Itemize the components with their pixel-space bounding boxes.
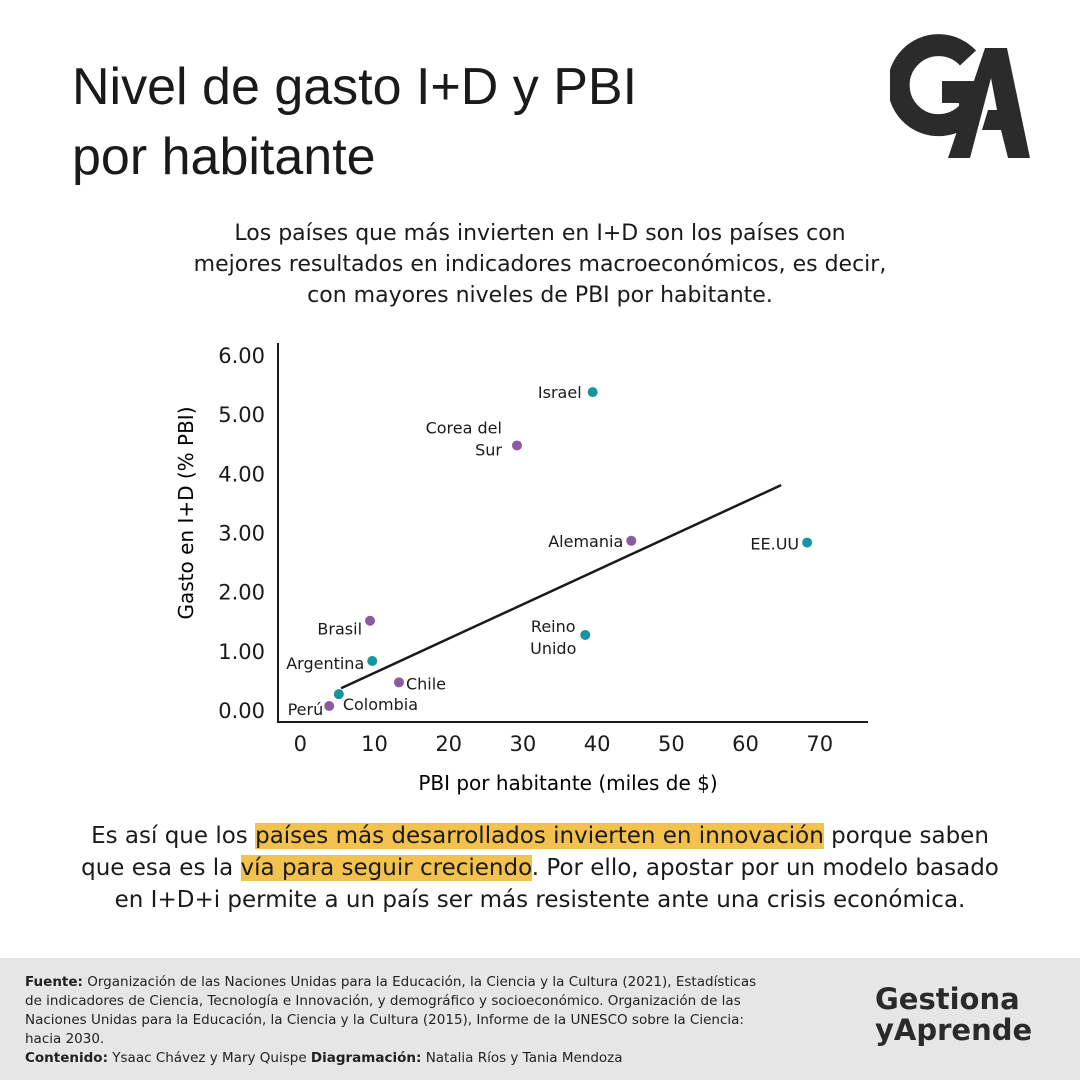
subtitle-line: mejores resultados en indicadores macroe… [193,252,887,277]
point-label: Israel [538,383,582,402]
conclusion-line: Es así que los países más desarrollados … [0,820,1080,852]
brand-line: Gestiona [875,982,1020,1016]
x-axis-title: PBI por habitante (miles de $) [418,771,717,795]
x-tick-label: 20 [435,732,462,756]
chart: PBI por habitante (miles de $) Gasto en … [174,343,868,795]
x-tick-label: 0 [294,732,307,756]
point-label: Colombia [343,695,418,714]
point [587,387,598,398]
y-tick-label: 0.00 [218,699,265,723]
x-tick-label: 60 [732,732,759,756]
y-tick-label: 2.00 [218,581,265,605]
point-label: Perú [288,700,324,719]
text-run: porque saben [823,823,989,849]
point-label: Unido [530,639,576,658]
conclusion: Es así que los países más desarrollados … [0,820,1080,916]
y-tick-label: 5.00 [218,403,265,427]
point [365,615,376,626]
subtitle-line: con mayores niveles de PBI por habitante… [307,283,773,308]
point [393,677,404,688]
text-run: que esa es la [81,855,241,881]
text-run: . Por ello, apostar por un modelo basado [531,855,999,881]
point [333,689,344,700]
brand-line: yAprende [875,1013,1033,1047]
x-tick-label: 50 [658,732,685,756]
y-tick-label: 6.00 [218,344,265,368]
x-tick-label: 10 [361,732,388,756]
y-tick-label: 3.00 [218,522,265,546]
conclusion-line: que esa es la vía para seguir creciendo.… [0,852,1080,884]
design-text: Natalia Ríos y Tania Mendoza [425,1050,623,1066]
credits: Fuente: Organización de las Naciones Uni… [25,973,770,1068]
point-label: EE.UU [750,535,799,554]
point [324,701,335,712]
point-label: Alemania [548,532,623,551]
point-label: Sur [475,440,502,459]
x-tick-label: 30 [510,732,537,756]
title-line: por habitante [72,128,376,186]
conclusion-line: en I+D+i permite a un país ser más resis… [0,884,1080,916]
source-label: Fuente: [25,974,83,990]
y-tick-label: 1.00 [218,640,265,664]
point [580,629,591,640]
trend-line [340,483,782,690]
subtitle: Los países que más invierten en I+D son … [0,218,1080,311]
content-label: Contenido: [25,1050,108,1066]
point [511,440,522,451]
text-run: Es así que los [91,823,256,849]
highlight: países más desarrollados invierten en in… [255,823,824,849]
point [626,535,637,546]
point-label: Reino [531,617,576,636]
credits-line: Contenido: Ysaac Chávez y Mary Quispe Di… [25,1049,770,1068]
point [367,656,378,667]
point-label: Argentina [286,654,364,673]
source: Fuente: Organización de las Naciones Uni… [25,973,770,1049]
source-text: Organización de las Naciones Unidas para… [25,974,757,1047]
text-run: en I+D+i permite a un país ser más resis… [114,887,966,913]
highlight: vía para seguir creciendo [240,855,532,881]
footer: Fuente: Organización de las Naciones Uni… [0,958,1080,1080]
content-text: Ysaac Chávez y Mary Quispe [112,1050,307,1066]
logo [890,34,1030,158]
point-label: Brasil [317,620,362,639]
y-axis-title: Gasto en I+D (% PBI) [174,406,198,619]
subtitle-line: Los países que más invierten en I+D son … [234,221,846,246]
design-label: Diagramación: [310,1050,422,1066]
title-line: Nivel de gasto I+D y PBI [72,58,638,116]
y-tick-label: 4.00 [218,462,265,486]
title: Nivel de gasto I+D y PBI por habitante [72,52,637,192]
x-tick-label: 40 [584,732,611,756]
x-tick-label: 70 [806,732,833,756]
brand: Gestiona yAprende [875,984,1032,1046]
point-label: Corea del [426,418,502,437]
point [802,537,813,548]
point-label: Chile [406,674,446,693]
